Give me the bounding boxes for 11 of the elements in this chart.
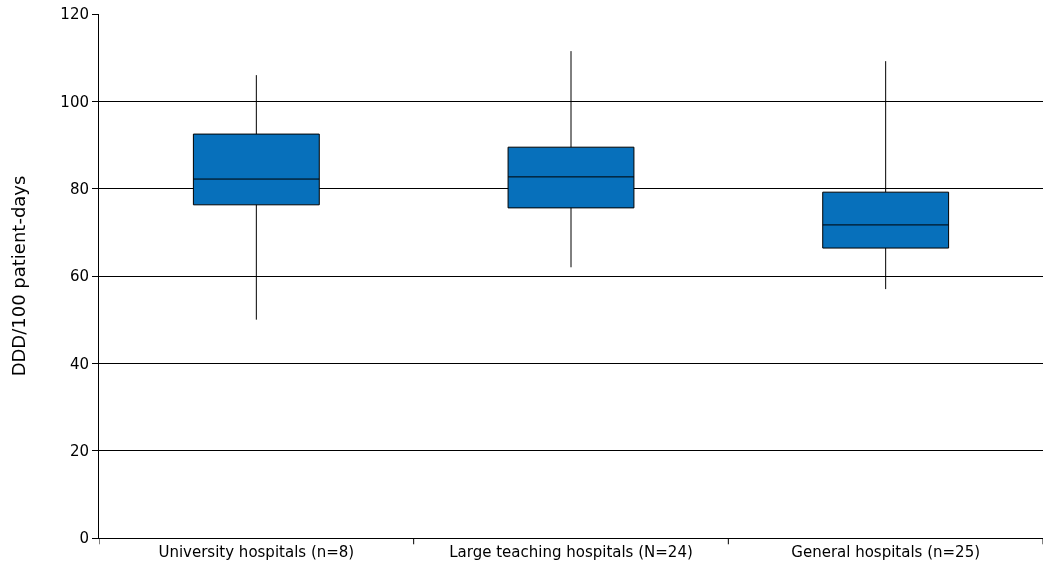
y-axis-title: DDD/100 patient-days: [7, 175, 29, 377]
y-tick-label: 100: [60, 92, 89, 111]
y-tick-label: 120: [60, 5, 89, 24]
y-tick-label: 80: [69, 179, 89, 198]
y-tick-label: 20: [69, 441, 89, 460]
x-tick-label: University hospitals (n=8): [158, 543, 355, 561]
y-tick-label: 40: [69, 354, 89, 373]
x-tick-label: Large teaching hospitals (N=24): [449, 543, 693, 561]
y-tick-label: 60: [69, 267, 89, 286]
x-tick-label: General hospitals (n=25): [791, 543, 981, 561]
y-tick-label: 0: [79, 529, 89, 548]
